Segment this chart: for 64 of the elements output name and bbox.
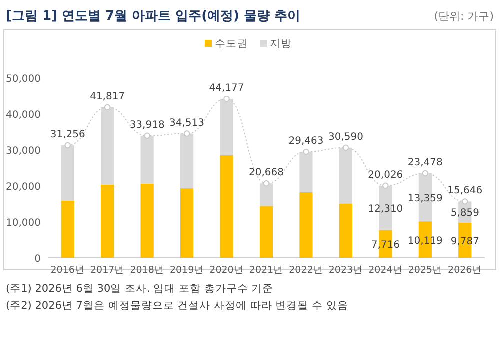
bar (180, 134, 194, 189)
bar (61, 145, 74, 201)
x-tick-label: 2023년 (328, 265, 364, 276)
bar (101, 184, 114, 258)
y-tick-label: 10,000 (6, 218, 41, 229)
point (303, 148, 310, 156)
text: (주2) 2026년 7월은 예정물량으로 건설사 사정에 따라 변경될 수 있음 (6, 300, 348, 312)
point (104, 104, 111, 111)
data-label: 13,359 (408, 194, 443, 205)
text: (주1) 2026년 6월 30일 조사. 임대 포함 총가구수 기준 (6, 283, 274, 295)
x-tick-label: 2016년 (50, 265, 85, 276)
y-tick-label: 40,000 (6, 110, 41, 121)
y-tick-label: 0 (34, 254, 41, 265)
point (263, 180, 270, 187)
x-tick-label: 2024년 (368, 265, 403, 276)
total-label: 41,817 (90, 91, 126, 102)
bar (140, 184, 154, 258)
y-tick-label: 50,000 (6, 74, 41, 85)
point (382, 182, 389, 190)
bar (220, 98, 234, 156)
bar (300, 152, 313, 192)
total-label: 20,668 (249, 168, 284, 179)
x-tick-label: 2026년 (448, 265, 482, 276)
point (64, 142, 71, 149)
point (462, 198, 468, 205)
total-label: 44,177 (209, 82, 244, 94)
point (422, 170, 429, 177)
x-tick-label: 2025년 (408, 265, 443, 276)
point (184, 130, 190, 137)
bar (180, 188, 194, 258)
chart-subtitle: (단위: 가구) (434, 10, 494, 23)
point (144, 132, 150, 139)
bar (260, 184, 274, 206)
point (342, 144, 350, 151)
bar (220, 155, 234, 258)
bar (300, 192, 313, 258)
bar (339, 204, 353, 258)
x-tick-label: 2022년 (289, 265, 324, 276)
total-label: 31,256 (50, 129, 86, 140)
bar (339, 148, 353, 204)
total-label: 30,590 (328, 132, 364, 143)
bar (260, 206, 274, 258)
total-label: 23,478 (408, 157, 443, 168)
y-tick-label: 20,000 (6, 182, 41, 193)
bar (140, 136, 154, 184)
total-label: 33,918 (130, 120, 165, 131)
total-label: 15,646 (448, 186, 483, 197)
legend-label: 수도권 (215, 38, 248, 50)
legend-label: 지방 (270, 38, 292, 50)
total-label: 34,513 (170, 118, 205, 129)
data-label: 5,859 (450, 208, 480, 220)
data-label: 12,310 (368, 204, 404, 216)
total-label: 20,026 (368, 170, 404, 181)
x-tick-label: 2020년 (210, 265, 244, 276)
x-tick-label: 2017년 (90, 265, 125, 276)
x-tick-label: 2019년 (170, 265, 204, 276)
total-label: 29,463 (288, 136, 324, 147)
point (224, 96, 230, 102)
chart-title: [그림 1] 연도별 7월 아파트 입주(예정) 물량 추이 (6, 9, 301, 24)
x-tick-label: 2018년 (130, 265, 164, 276)
bar (61, 200, 74, 258)
y-tick-label: 30,000 (6, 146, 41, 157)
bar (101, 107, 114, 185)
x-tick-label: 2021년 (249, 265, 284, 276)
